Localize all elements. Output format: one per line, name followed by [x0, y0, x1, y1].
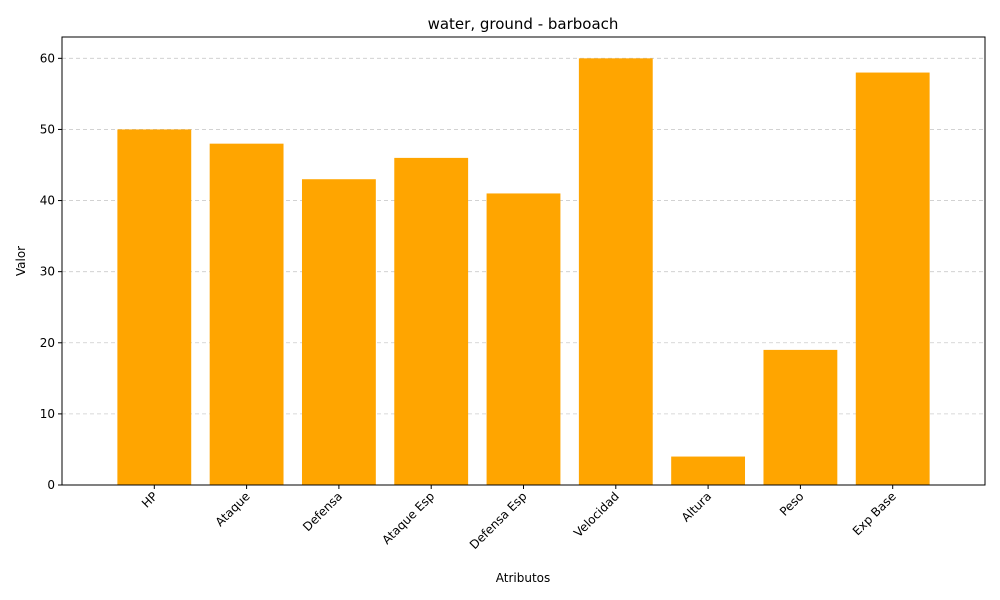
x-tick-label: HP — [139, 489, 160, 510]
y-tick-label: 40 — [40, 194, 55, 208]
bar — [486, 193, 561, 485]
x-tick-label: Defensa — [300, 489, 345, 534]
x-axis-title: Atributos — [496, 571, 551, 585]
bar — [301, 179, 376, 485]
chart-title: water, ground - barboach — [428, 15, 619, 33]
y-tick-label: 20 — [40, 336, 55, 350]
bar — [394, 157, 469, 485]
y-tick-label: 0 — [47, 478, 55, 492]
x-tick-label: Ataque — [213, 489, 253, 529]
x-tick-label: Altura — [679, 489, 714, 524]
bar — [671, 456, 746, 485]
y-tick-label: 10 — [40, 407, 55, 421]
y-axis-ticks: 0 10 20 30 40 50 60 — [40, 51, 62, 492]
y-tick-label: 50 — [40, 122, 55, 136]
y-tick-label: 30 — [40, 265, 55, 279]
bar — [578, 58, 653, 485]
bar — [209, 143, 284, 485]
x-tick-label: Exp Base — [850, 489, 899, 538]
bar — [855, 72, 930, 486]
x-tick-label: Ataque Esp — [379, 489, 437, 547]
x-tick-label: Velocidad — [571, 489, 622, 540]
x-axis-ticks: HP Ataque Defensa Ataque Esp Defensa Esp Velo… — [139, 485, 899, 552]
bar — [117, 129, 192, 485]
bar — [763, 349, 838, 485]
x-tick-label: Peso — [777, 489, 807, 519]
x-tick-label: Defensa Esp — [467, 489, 530, 552]
y-tick-label: 60 — [40, 51, 55, 65]
bars — [117, 58, 930, 486]
y-axis-title: Valor — [14, 246, 28, 276]
